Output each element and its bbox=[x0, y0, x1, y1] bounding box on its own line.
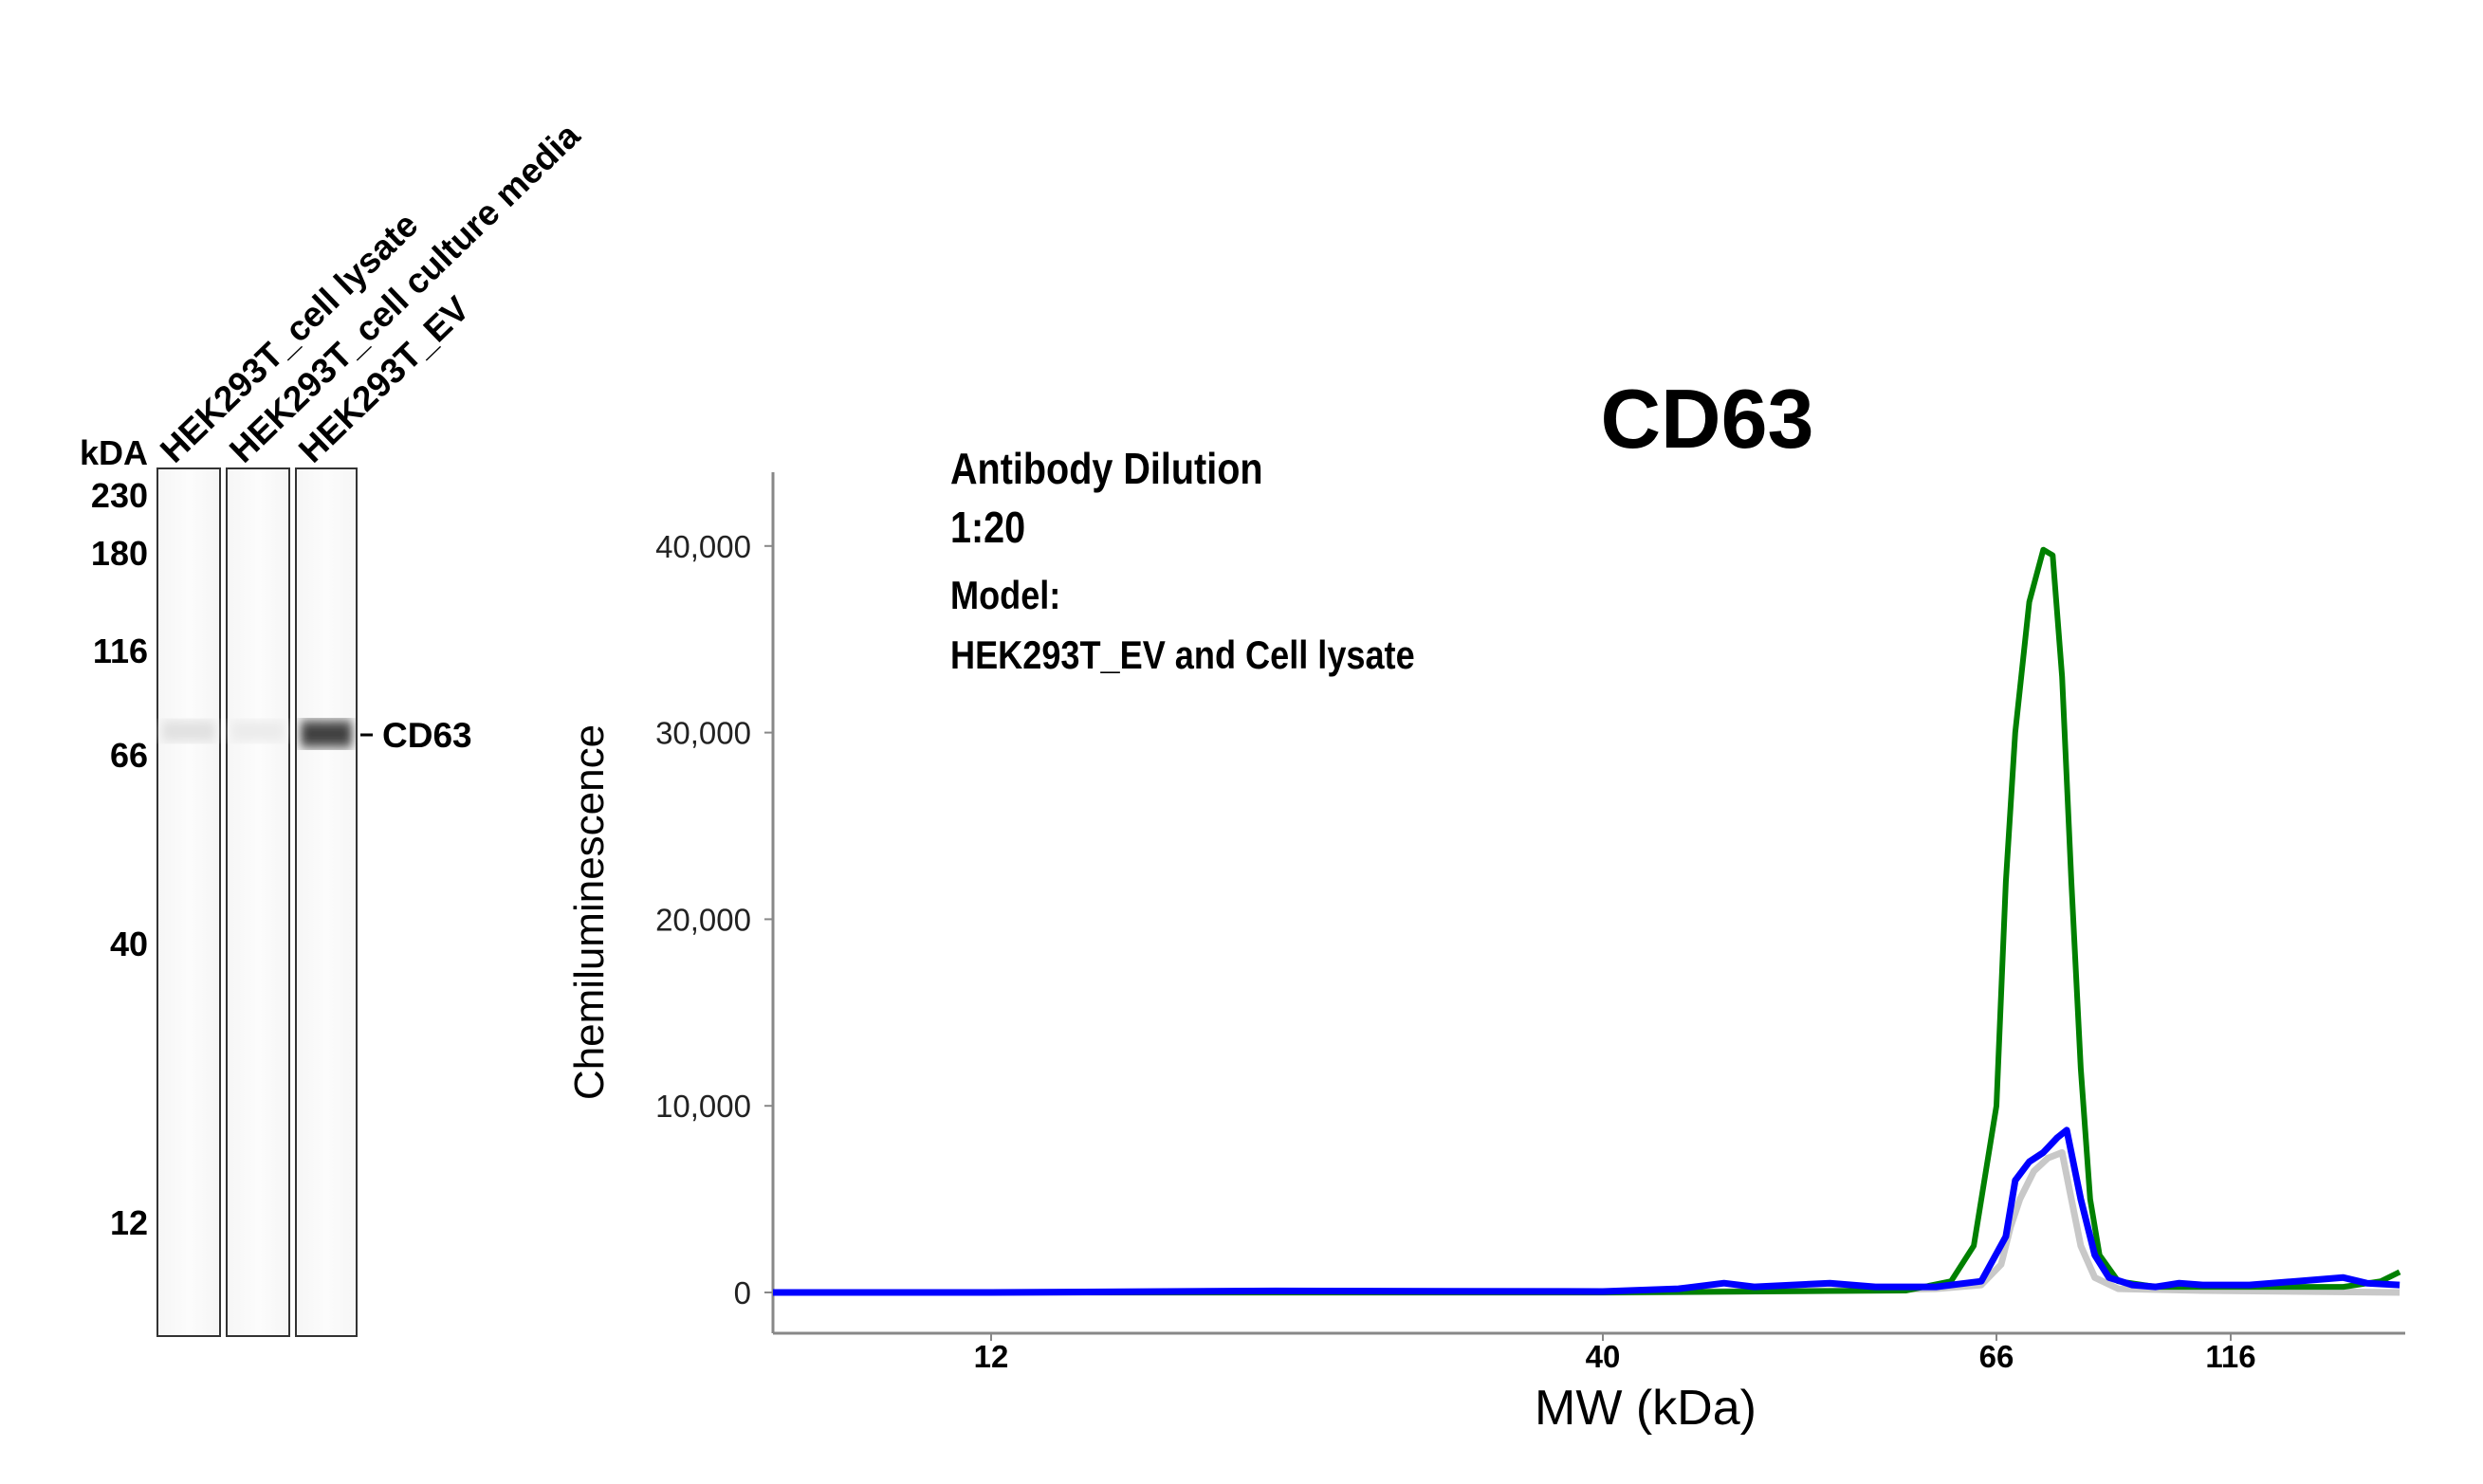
kda-label: kDA bbox=[80, 433, 148, 472]
ladder-marker-230: 230 bbox=[91, 476, 148, 515]
ladder-marker-40: 40 bbox=[110, 925, 148, 963]
annotation-line-1: Antibody Dilution bbox=[950, 445, 1263, 493]
x-tick-label: 40 bbox=[1586, 1339, 1621, 1374]
series-line-1 bbox=[773, 1148, 2400, 1296]
y-tick-label: 0 bbox=[734, 1275, 751, 1310]
lane-3: HEK293T_EV bbox=[291, 289, 477, 1337]
annotation-line-2: 1:20 bbox=[950, 504, 1025, 552]
lane-strip bbox=[295, 467, 358, 1337]
y-tick-label: 20,000 bbox=[655, 902, 751, 937]
chart-title: CD63 bbox=[1601, 372, 1814, 466]
annotation-box: Antibody Dilution 1:20 Model: HEK293T_EV… bbox=[950, 445, 1415, 677]
ladder-marker-12: 12 bbox=[110, 1203, 148, 1242]
x-tick-label: 66 bbox=[1979, 1339, 2014, 1374]
band bbox=[162, 721, 215, 742]
annotation-line-4: HEK293T_EV and Cell lysate bbox=[950, 634, 1415, 678]
chart: CD63 Antibody Dilution 1:20 Model: HEK29… bbox=[566, 372, 2405, 1436]
lane-strip bbox=[226, 467, 290, 1337]
y-axis-label: Chemiluminescence bbox=[566, 724, 613, 1100]
y-tick-label: 40,000 bbox=[655, 529, 751, 564]
ladder-marker-116: 116 bbox=[93, 632, 148, 670]
lane-strip bbox=[156, 467, 221, 1337]
ladder-marker-66: 66 bbox=[110, 736, 148, 775]
ladder-marker-180: 180 bbox=[91, 534, 148, 573]
band bbox=[231, 721, 285, 742]
x-axis-label: MW (kDa) bbox=[1535, 1381, 1756, 1436]
band-label: CD63 bbox=[382, 716, 472, 755]
x-tick-label: 116 bbox=[2205, 1339, 2255, 1374]
y-tick-label: 30,000 bbox=[655, 716, 751, 751]
y-tick-label: 10,000 bbox=[655, 1089, 751, 1124]
lane-label: HEK293T_cell culture media bbox=[222, 116, 587, 470]
x-tick-label: 12 bbox=[974, 1339, 1009, 1374]
annotation-line-3: Model: bbox=[950, 575, 1060, 618]
series-line-3 bbox=[773, 1127, 2400, 1296]
band bbox=[301, 721, 352, 747]
